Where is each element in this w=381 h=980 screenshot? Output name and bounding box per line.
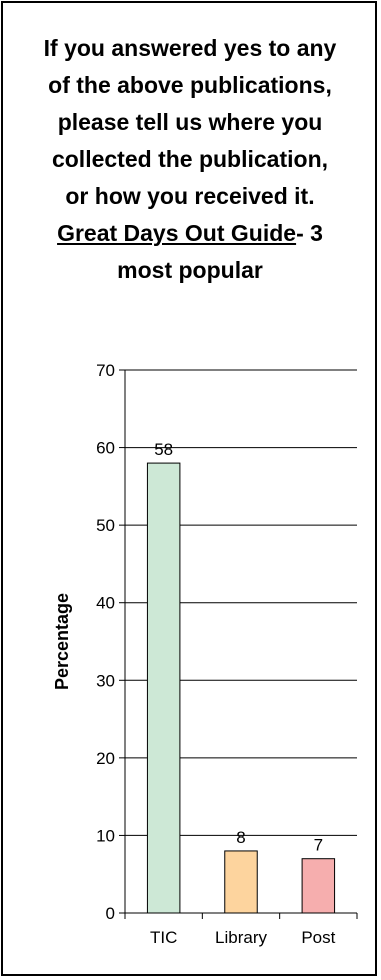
y-tick-label: 70 [96, 361, 115, 380]
bar [224, 850, 258, 914]
y-tick-label: 20 [96, 749, 115, 768]
x-tick-label: Library [215, 928, 267, 947]
y-tick-label: 40 [96, 594, 115, 613]
data-label: 58 [154, 440, 173, 459]
chart-title-underlined: Great Days Out Guide [57, 220, 297, 246]
x-tick-label: TIC [150, 928, 177, 947]
chart-title-tail: - 3 most popular [117, 220, 323, 283]
y-tick-label: 60 [96, 439, 115, 458]
chart-title-lead: If you answered yes to any of the above … [43, 35, 337, 209]
y-tick-label: 10 [96, 826, 115, 845]
chart-title: If you answered yes to any of the above … [40, 30, 340, 289]
x-tick-label: Post [301, 928, 335, 947]
y-tick-label: 30 [96, 671, 115, 690]
bar [301, 858, 336, 914]
data-label: 8 [236, 828, 245, 847]
y-tick-label: 50 [96, 516, 115, 535]
y-axis-label: Percentage [52, 593, 72, 690]
bar [146, 462, 181, 914]
y-tick-label: 0 [106, 904, 115, 923]
data-label: 7 [314, 836, 323, 855]
